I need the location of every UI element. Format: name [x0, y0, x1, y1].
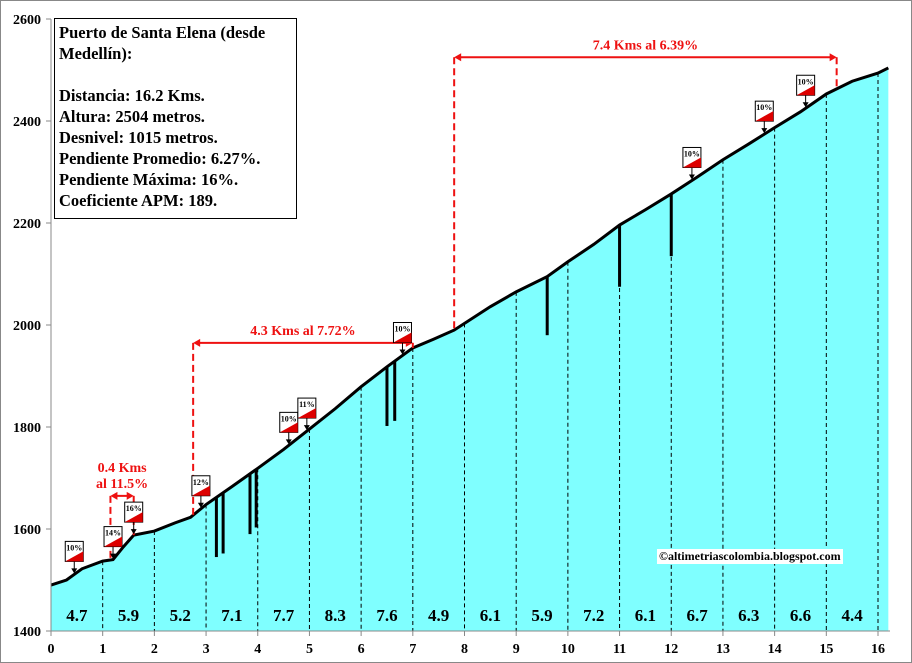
climb-label: al 11.5%: [96, 477, 148, 492]
grade-marker-label: 10%: [66, 543, 82, 552]
segment-grade-label: 7.1: [221, 606, 242, 625]
grade-marker-label: 12%: [193, 478, 209, 487]
grade-marker-arrowhead: [130, 529, 137, 535]
grade-marker-flag: [796, 85, 815, 96]
info-apm: Coeficiente APM: 189.: [59, 191, 218, 210]
grade-marker-flag: [393, 332, 412, 343]
grade-marker-arrowhead: [802, 102, 809, 108]
x-tick-label: 3: [203, 642, 210, 657]
x-tick-label: 10: [561, 642, 575, 657]
x-tick-label: 2: [151, 642, 158, 657]
y-tick-label: 1600: [13, 523, 41, 538]
grade-marker-arrowhead: [71, 568, 78, 574]
x-tick-label: 9: [513, 642, 520, 657]
x-tick-label: 5: [306, 642, 313, 657]
arrowhead-right: [829, 53, 837, 62]
grade-marker-arrowhead: [197, 502, 204, 508]
y-tick-label: 2400: [13, 115, 41, 130]
segment-grade-label: 6.1: [635, 606, 656, 625]
climb-label: 4.3 Kms al 7.72%: [250, 324, 355, 339]
info-box: Puerto de Santa Elena (desde Medellín): …: [54, 18, 297, 219]
segment-grade-label: 6.7: [686, 606, 708, 625]
segment-grade-label: 8.3: [325, 606, 346, 625]
profile-area: [51, 67, 889, 631]
info-elevation-gain: Desnivel: 1015 metros.: [59, 128, 218, 147]
segment-grade-label: 7.7: [273, 606, 295, 625]
segment-grade-label: 6.3: [738, 606, 759, 625]
grade-marker-label: 10%: [756, 103, 772, 112]
segment-grade-label: 7.6: [376, 606, 397, 625]
y-tick-label: 2000: [13, 319, 41, 334]
info-title: Puerto de Santa Elena (desde Medellín):: [59, 23, 266, 63]
arrowhead-left: [110, 491, 118, 500]
y-tick-label: 2200: [13, 217, 41, 232]
grade-marker-arrowhead: [110, 553, 117, 559]
climb-label: 0.4 Kms: [98, 461, 148, 476]
x-tick-label: 11: [613, 642, 626, 657]
x-tick-label: 13: [716, 642, 730, 657]
grade-marker-flag: [297, 408, 316, 419]
grade-marker-arrowhead: [688, 174, 695, 180]
x-tick-label: 12: [664, 642, 678, 657]
grade-marker-flag: [682, 157, 701, 168]
segment-grade-label: 5.9: [118, 606, 139, 625]
segment-grade-label: 7.2: [583, 606, 604, 625]
x-tick-label: 8: [461, 642, 468, 657]
grade-marker-label: 14%: [105, 529, 121, 538]
arrowhead-left: [193, 338, 201, 347]
grade-marker-arrowhead: [303, 425, 310, 431]
segment-grade-label: 5.2: [170, 606, 191, 625]
grade-marker-arrowhead: [399, 349, 406, 355]
info-altitude: Altura: 2504 metros.: [59, 107, 205, 126]
x-tick-label: 4: [254, 642, 261, 657]
segment-grade-label: 6.1: [480, 606, 501, 625]
grade-marker-flag: [124, 512, 143, 523]
segment-grade-label: 4.9: [428, 606, 449, 625]
segment-grade-label: 6.6: [790, 606, 811, 625]
info-distance: Distancia: 16.2 Kms.: [59, 86, 205, 105]
x-tick-label: 7: [409, 642, 416, 657]
grade-marker-arrowhead: [761, 128, 768, 134]
x-tick-label: 1: [99, 642, 106, 657]
grade-marker-label: 16%: [126, 504, 142, 513]
info-max-grade: Pendiente Máxima: 16%.: [59, 170, 239, 189]
arrowhead-left: [454, 53, 462, 62]
grade-marker-flag: [279, 422, 298, 433]
grade-marker-arrowhead: [285, 439, 292, 445]
y-tick-label: 1800: [13, 421, 41, 436]
credit-watermark: ©altimetriascolombia.blogspot.com: [657, 549, 843, 564]
y-tick-label: 2600: [13, 13, 41, 28]
segment-grade-label: 5.9: [531, 606, 552, 625]
y-tick-label: 1400: [13, 625, 41, 640]
grade-marker-label: 11%: [299, 400, 315, 409]
grade-marker-flag: [65, 551, 84, 562]
grade-marker-label: 10%: [684, 149, 700, 158]
segment-grade-label: 4.4: [842, 606, 864, 625]
grade-marker-label: 10%: [394, 324, 410, 333]
x-tick-label: 6: [358, 642, 365, 657]
grade-marker-flag: [104, 536, 123, 547]
climb-label: 7.4 Kms al 6.39%: [593, 38, 698, 53]
segment-grade-label: 4.7: [66, 606, 88, 625]
grade-marker-label: 10%: [281, 414, 297, 423]
info-avg-grade: Pendiente Promedio: 6.27%.: [59, 149, 261, 168]
x-tick-label: 15: [819, 642, 833, 657]
x-tick-label: 14: [768, 642, 782, 657]
grade-marker-label: 10%: [798, 77, 814, 86]
arrowhead-right: [126, 491, 134, 500]
x-tick-label: 0: [48, 642, 55, 657]
x-tick-label: 16: [871, 642, 885, 657]
grade-marker-flag: [191, 485, 210, 496]
profile-line: [50, 66, 890, 587]
grade-marker-flag: [755, 111, 774, 122]
